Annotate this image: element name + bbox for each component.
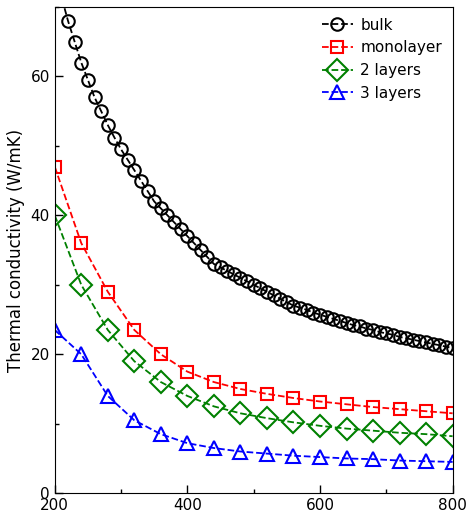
Line: 3 layers: 3 layers <box>48 323 460 469</box>
monolayer <box>423 408 429 414</box>
2 layers <box>237 410 243 417</box>
2 layers <box>264 415 270 421</box>
monolayer <box>158 351 164 357</box>
3 layers <box>184 440 190 446</box>
bulk <box>397 334 402 340</box>
2 layers <box>291 419 296 425</box>
monolayer <box>344 401 349 407</box>
monolayer <box>291 395 296 401</box>
3 layers <box>291 452 296 459</box>
2 layers <box>211 403 217 409</box>
Y-axis label: Thermal conductivity (W/mK): Thermal conductivity (W/mK) <box>7 128 25 372</box>
bulk <box>450 345 456 351</box>
bulk <box>291 303 296 309</box>
2 layers <box>397 430 402 436</box>
2 layers <box>158 379 164 385</box>
monolayer <box>370 404 376 410</box>
Line: bulk: bulk <box>48 0 459 354</box>
3 layers <box>52 327 57 333</box>
bulk <box>145 188 150 194</box>
2 layers <box>78 282 84 288</box>
monolayer <box>237 386 243 392</box>
bulk <box>191 240 197 246</box>
2 layers <box>184 393 190 399</box>
monolayer <box>52 164 57 170</box>
bulk <box>131 167 137 173</box>
monolayer <box>317 398 323 405</box>
monolayer <box>78 240 84 246</box>
3 layers <box>211 445 217 451</box>
3 layers <box>78 351 84 357</box>
bulk <box>264 289 270 295</box>
monolayer <box>264 391 270 397</box>
monolayer <box>105 289 110 295</box>
monolayer <box>211 379 217 385</box>
3 layers <box>344 456 349 462</box>
3 layers <box>237 448 243 454</box>
monolayer <box>131 327 137 333</box>
2 layers <box>105 327 110 333</box>
2 layers <box>317 423 323 429</box>
Legend: bulk, monolayer, 2 layers, 3 layers: bulk, monolayer, 2 layers, 3 layers <box>316 11 448 107</box>
3 layers <box>264 450 270 457</box>
3 layers <box>423 458 429 464</box>
3 layers <box>450 459 456 465</box>
2 layers <box>52 212 57 218</box>
Line: 2 layers: 2 layers <box>47 207 460 444</box>
3 layers <box>397 458 402 464</box>
2 layers <box>370 427 376 434</box>
3 layers <box>317 454 323 460</box>
3 layers <box>105 393 110 399</box>
monolayer <box>450 410 456 417</box>
3 layers <box>131 417 137 423</box>
Line: monolayer: monolayer <box>48 161 459 420</box>
3 layers <box>158 431 164 437</box>
monolayer <box>184 369 190 375</box>
2 layers <box>131 358 137 365</box>
2 layers <box>450 433 456 439</box>
monolayer <box>397 406 402 412</box>
2 layers <box>423 431 429 437</box>
2 layers <box>344 425 349 432</box>
3 layers <box>370 456 376 462</box>
